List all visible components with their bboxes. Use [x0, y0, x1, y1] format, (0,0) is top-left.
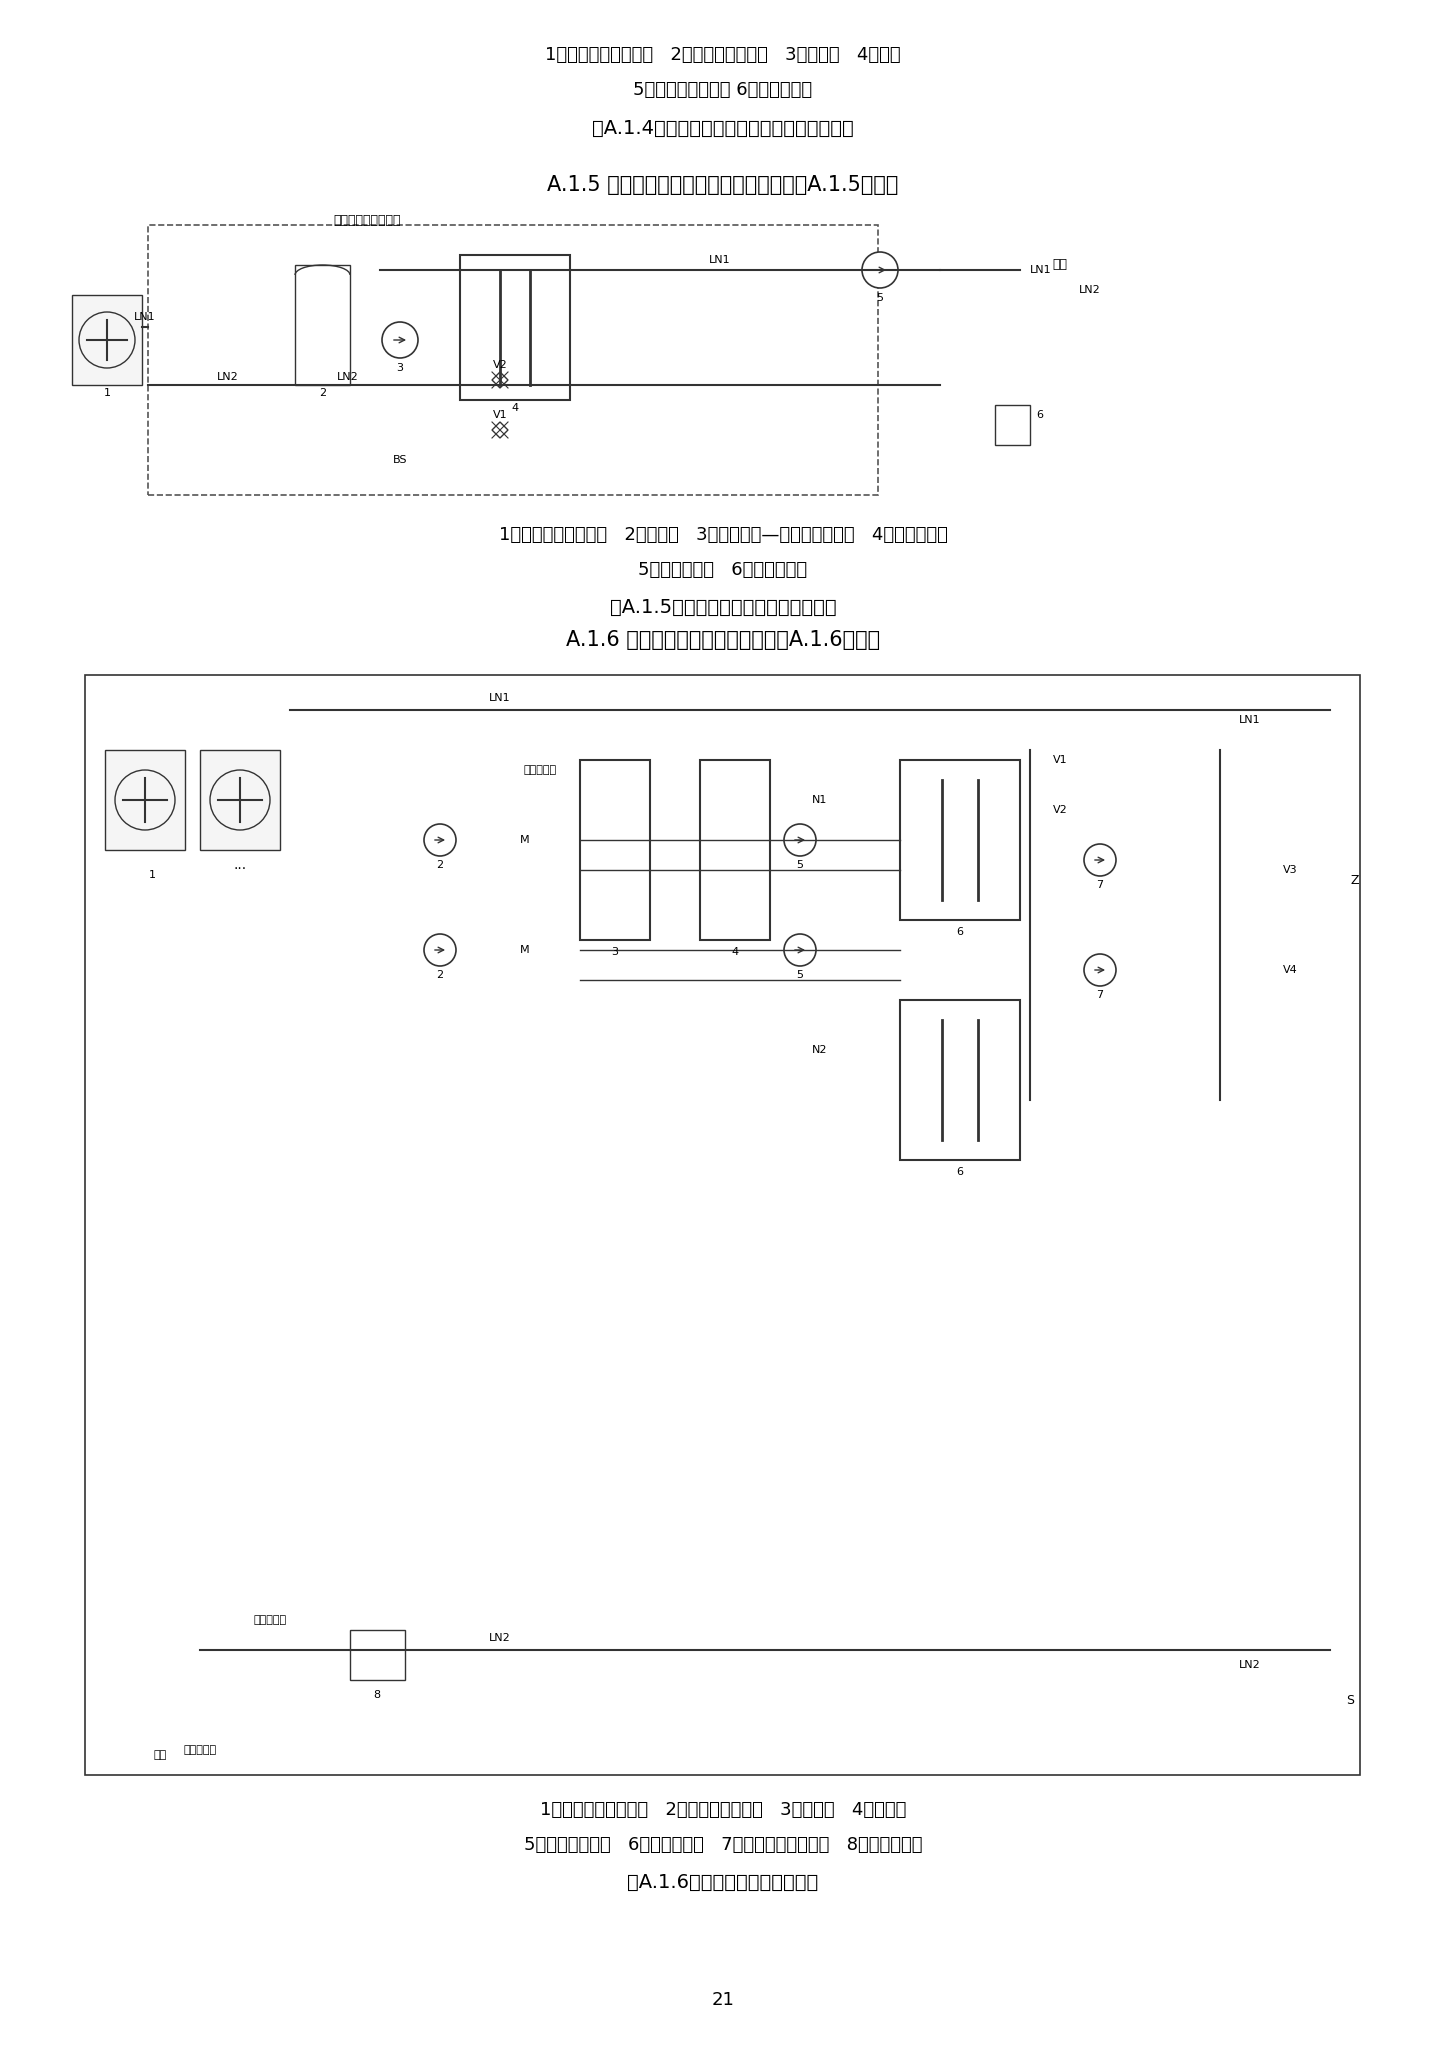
Text: 5冷热水二级循环泵 6补水定压装置: 5冷热水二级循环泵 6补水定压装置 — [634, 82, 813, 98]
Text: 图A.1.5双级热泵耦合系统一体机原理图: 图A.1.5双级热泵耦合系统一体机原理图 — [609, 598, 836, 616]
Circle shape — [784, 823, 816, 856]
Text: 灌给水系统: 灌给水系统 — [253, 1616, 287, 1624]
Text: LN2: LN2 — [337, 373, 359, 383]
Text: LN1: LN1 — [709, 256, 731, 264]
Circle shape — [862, 252, 899, 289]
Text: A.1.6 双级热泵耦合系统原理图如图A.1.6所示。: A.1.6 双级热泵耦合系统原理图如图A.1.6所示。 — [566, 631, 880, 649]
Text: LN1: LN1 — [1030, 264, 1052, 274]
Bar — [350, 1630, 405, 1679]
Text: Z: Z — [1350, 874, 1359, 887]
Polygon shape — [492, 373, 508, 387]
Text: V1: V1 — [1052, 756, 1068, 766]
Text: 图A.1.4单级空气源热泵系统（二级泵）原理图: 图A.1.4单级空气源热泵系统（二级泵）原理图 — [592, 119, 854, 137]
Text: 2: 2 — [318, 387, 326, 397]
Text: N1: N1 — [812, 795, 828, 805]
Text: V3: V3 — [1282, 864, 1298, 874]
Bar — [700, 760, 770, 940]
Circle shape — [784, 934, 816, 967]
Text: 5: 5 — [796, 971, 803, 981]
Polygon shape — [492, 422, 508, 438]
Text: A.1.5 双级热泵耦合系统一体机原理图如图A.1.5所示。: A.1.5 双级热泵耦合系统一体机原理图如图A.1.5所示。 — [547, 174, 899, 195]
Text: N2: N2 — [812, 1044, 828, 1055]
Text: 7: 7 — [1097, 881, 1104, 891]
Text: 5冷热水循环泵   6补水定压装置: 5冷热水循环泵 6补水定压装置 — [638, 561, 807, 580]
Text: 1商用空气源热泵机组   2冷热水一级循环泵   3辅助热源   4去耦罐: 1商用空气源热泵机组 2冷热水一级循环泵 3辅助热源 4去耦罐 — [546, 45, 901, 63]
Text: 图A.1.6双级热泵耦合系统原理图: 图A.1.6双级热泵耦合系统原理图 — [628, 1872, 819, 1892]
Text: 7: 7 — [1097, 989, 1104, 999]
Text: BS: BS — [392, 455, 407, 465]
Text: 4: 4 — [731, 946, 738, 956]
Text: V1: V1 — [492, 410, 508, 420]
Text: 3: 3 — [396, 362, 404, 373]
Text: 2: 2 — [437, 971, 444, 981]
Text: 4: 4 — [511, 403, 518, 414]
Bar — [460, 256, 570, 399]
Text: S: S — [1346, 1694, 1354, 1706]
Text: 1商用空气源热泵机组   2空气源热泵循环泵   3缓冲水箱   4辅助热源: 1商用空气源热泵机组 2空气源热泵循环泵 3缓冲水箱 4辅助热源 — [540, 1800, 906, 1819]
Text: 1商用空气源热泵机组   2缓冲水箱   3空气源热泵—水源热泵循环泵   4水源热泵机组: 1商用空气源热泵机组 2缓冲水箱 3空气源热泵—水源热泵循环泵 4水源热泵机组 — [499, 526, 948, 545]
Circle shape — [1084, 844, 1116, 877]
Text: 5: 5 — [796, 860, 803, 870]
Text: 用户: 用户 — [1052, 258, 1068, 272]
Text: V4: V4 — [1282, 965, 1298, 975]
Text: M: M — [519, 836, 530, 846]
Text: LN1: LN1 — [135, 311, 156, 322]
Text: 2: 2 — [437, 860, 444, 870]
Bar — [295, 264, 350, 385]
Text: 6: 6 — [1036, 410, 1043, 420]
Text: LN2: LN2 — [217, 373, 239, 383]
Circle shape — [382, 322, 418, 358]
Text: 灌给水系统: 灌给水系统 — [184, 1745, 217, 1755]
Bar — [106, 750, 185, 850]
Text: ...: ... — [233, 858, 246, 872]
Text: V2: V2 — [492, 360, 508, 371]
Text: 8: 8 — [373, 1690, 381, 1700]
Text: 21: 21 — [712, 1991, 735, 2009]
Circle shape — [424, 934, 456, 967]
Text: 接终端系统: 接终端系统 — [524, 766, 557, 774]
Text: LN2: LN2 — [489, 1632, 511, 1642]
Text: 6: 6 — [956, 928, 964, 938]
Text: 5水源热泵循环泵   6水源热泵机组   7用户侧冷热水循环泵   8补水定压装置: 5水源热泵循环泵 6水源热泵机组 7用户侧冷热水循环泵 8补水定压装置 — [524, 1835, 922, 1853]
Text: LN2: LN2 — [1079, 285, 1101, 295]
Text: LN1: LN1 — [489, 692, 511, 702]
Bar — [900, 760, 1020, 920]
Text: 6: 6 — [956, 1167, 964, 1178]
Text: 用户: 用户 — [153, 1749, 166, 1759]
Text: 1: 1 — [104, 387, 110, 397]
Circle shape — [1084, 954, 1116, 985]
Circle shape — [424, 823, 456, 856]
Bar — [200, 750, 281, 850]
Text: 5: 5 — [877, 293, 884, 303]
Bar — [900, 999, 1020, 1159]
Bar — [72, 295, 142, 385]
Text: V2: V2 — [1052, 805, 1068, 815]
Bar — [580, 760, 650, 940]
Text: LN1: LN1 — [1239, 715, 1260, 725]
Text: M: M — [519, 944, 530, 954]
Text: 1: 1 — [149, 870, 155, 881]
Text: 3: 3 — [612, 946, 618, 956]
Text: LN2: LN2 — [1239, 1661, 1260, 1669]
Text: 双级热泵耦合一体机: 双级热泵耦合一体机 — [333, 213, 401, 227]
Bar — [996, 406, 1030, 444]
